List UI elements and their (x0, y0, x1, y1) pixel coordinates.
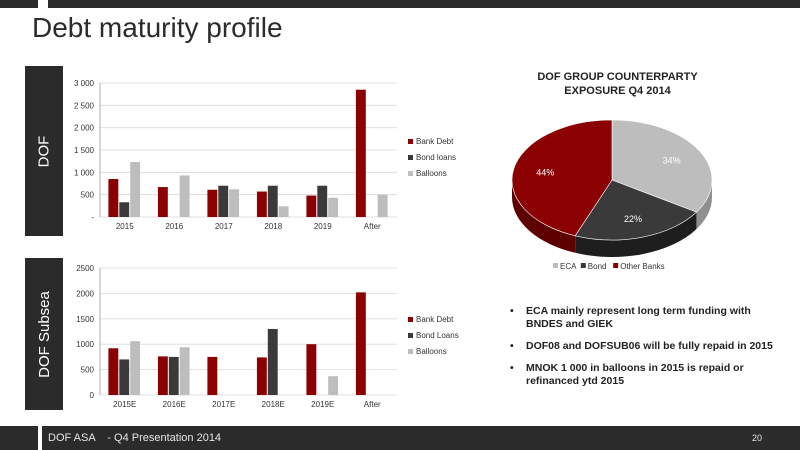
legend-label: Bank Debt (416, 315, 454, 324)
side-label-subsea: DOF Subsea (25, 258, 63, 410)
bar-bank-debt (256, 191, 267, 217)
bar-balloons (278, 206, 289, 217)
side-label-dof: DOF (25, 66, 63, 236)
bar-bank-debt (306, 195, 317, 217)
y-tick-label: - (91, 213, 94, 222)
y-tick-label: 500 (81, 191, 95, 200)
pie-data-label: 34% (663, 155, 681, 165)
pie-title: DOF GROUP COUNTERPARTY EXPOSURE Q4 2014 (505, 70, 730, 98)
bar-balloons (179, 175, 190, 217)
x-tick-label: 2019E (311, 400, 334, 409)
y-tick-label: 2500 (76, 264, 94, 273)
footer-company: DOF ASA (48, 432, 96, 444)
y-tick-label: 1000 (76, 340, 94, 349)
x-tick-label: 2016E (163, 400, 186, 409)
pie-slice-eca (611, 119, 713, 213)
y-tick-label: 1 000 (74, 168, 95, 177)
bar-bank-debt (108, 348, 119, 395)
y-tick-label: 2 000 (74, 124, 95, 133)
pie-data-label: 22% (624, 214, 642, 224)
top-bar-left (0, 0, 38, 8)
x-tick-label: 2019 (314, 222, 332, 231)
bar-bank-debt (355, 89, 366, 217)
x-tick-label: After (364, 222, 381, 231)
bullet-item: MNOK 1 000 in balloons in 2015 is repaid… (508, 362, 778, 388)
pie-data-label: 44% (536, 167, 554, 177)
y-tick-label: 1500 (76, 315, 94, 324)
slide-title: Debt maturity profile (32, 12, 283, 43)
bar-bond-loans (168, 356, 179, 395)
bullet-list: ECA mainly represent long term funding w… (508, 305, 778, 397)
pie-side-other-banks (512, 180, 576, 253)
bar-balloons (328, 376, 339, 395)
bar-balloons (130, 162, 141, 217)
pie-legend-swatch (553, 263, 558, 268)
legend-swatch (408, 349, 413, 354)
bullet-item: ECA mainly represent long term funding w… (508, 305, 778, 331)
legend-swatch (408, 317, 413, 322)
bar-bank-debt (157, 187, 168, 217)
x-tick-label: 2015E (113, 400, 136, 409)
top-bar-right (48, 0, 800, 8)
legend-label: Balloons (416, 347, 447, 356)
x-tick-label: 2018 (264, 222, 282, 231)
legend-swatch (408, 155, 413, 160)
y-tick-label: 3 000 (74, 79, 95, 88)
bar-balloons (377, 194, 388, 217)
y-tick-label: 2 500 (74, 101, 95, 110)
bar-bank-debt (157, 356, 168, 395)
bar-bank-debt (306, 344, 317, 395)
x-tick-label: 2017E (212, 400, 235, 409)
pie-legend-label: Bond (588, 262, 607, 271)
bar-bond-loans (267, 328, 278, 395)
bar-balloons (229, 189, 240, 217)
pie-legend-swatch (613, 263, 619, 268)
bullet-item: DOF08 and DOFSUB06 will be fully repaid … (508, 340, 778, 353)
legend-swatch (408, 333, 413, 338)
pie-slice-bond (574, 179, 697, 241)
legend-swatch (408, 139, 413, 144)
pie-legend-swatch (580, 263, 586, 268)
pie-title-line1: DOF GROUP COUNTERPARTY (537, 71, 698, 83)
legend-swatch (408, 171, 413, 176)
legend-label: Bond Loans (416, 331, 459, 340)
bar-bank-debt (355, 292, 366, 395)
bar-bank-debt (207, 189, 218, 217)
pie-legend-label: ECA (560, 262, 577, 271)
bar-bond-loans (218, 185, 229, 217)
footer-text: DOF ASA - Q4 Presentation 2014 (48, 432, 221, 444)
bar-balloons (130, 341, 141, 395)
y-tick-label: 500 (81, 366, 95, 375)
footer-separator (38, 426, 42, 450)
bar-bank-debt (256, 357, 267, 395)
pie-legend-label: Other Banks (620, 262, 664, 271)
pie-title-line2: EXPOSURE Q4 2014 (564, 85, 671, 97)
bar-bond-loans (119, 359, 130, 395)
y-tick-label: 0 (90, 391, 95, 400)
bar-bond-loans (119, 202, 130, 217)
bar-bond-loans (317, 185, 328, 217)
legend-label: Bond loans (416, 153, 456, 162)
bar-bank-debt (108, 179, 119, 217)
bar-bond-loans (267, 185, 278, 217)
y-tick-label: 2000 (76, 289, 94, 298)
x-tick-label: 2017 (215, 222, 233, 231)
x-tick-label: 2018E (262, 400, 285, 409)
x-tick-label: After (364, 400, 381, 409)
pie-side-bond (575, 212, 697, 257)
legend-label: Balloons (416, 169, 447, 178)
x-tick-label: 2015 (116, 222, 134, 231)
pie-slice-other-banks (511, 119, 613, 237)
bar-balloons (328, 197, 339, 217)
pie-side-eca (696, 180, 712, 230)
y-tick-label: 1 500 (74, 146, 95, 155)
legend-label: Bank Debt (416, 137, 454, 146)
bar-balloons (179, 347, 190, 395)
footer: DOF ASA - Q4 Presentation 2014 20 (0, 426, 800, 450)
footer-page-number: 20 (751, 433, 762, 443)
footer-presentation: - Q4 Presentation 2014 (107, 432, 222, 444)
bar-bank-debt (207, 356, 218, 395)
x-tick-label: 2016 (165, 222, 183, 231)
